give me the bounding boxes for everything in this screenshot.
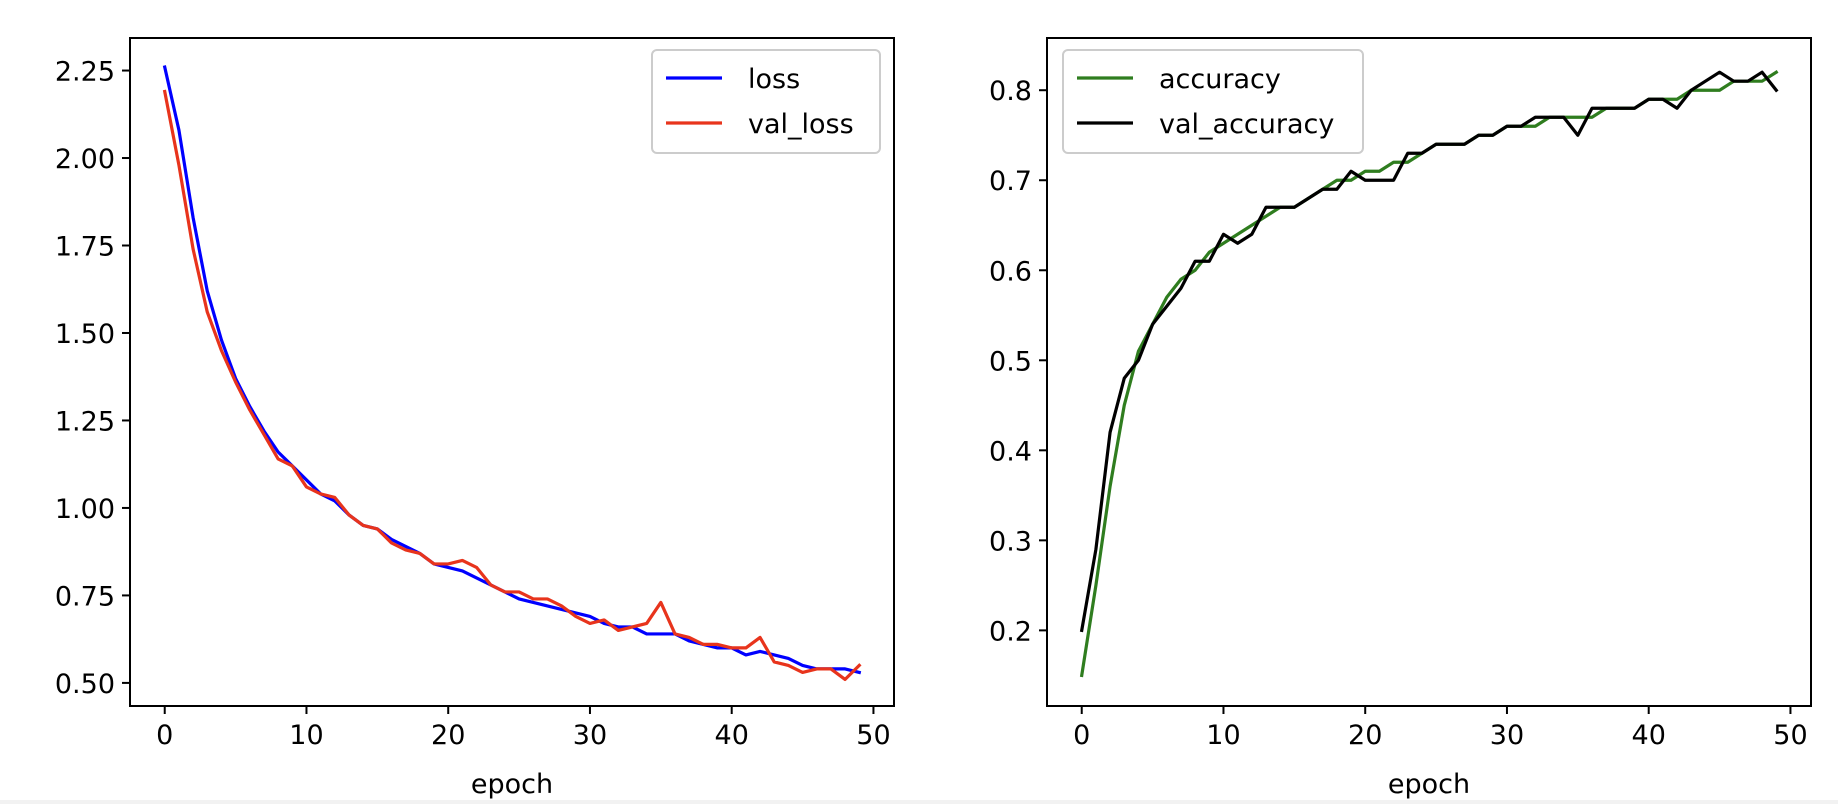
x-axis-label: epoch (471, 769, 553, 800)
legend-label-val_accuracy: val_accuracy (1159, 109, 1334, 140)
bottom-strip (0, 800, 1838, 804)
y-tick-label: 1.00 (55, 494, 115, 525)
y-tick-label: 2.25 (55, 57, 115, 88)
y-tick-label: 0.75 (55, 581, 115, 612)
y-tick-label: 1.25 (55, 406, 115, 437)
x-tick-label: 30 (1490, 720, 1524, 751)
y-tick-label: 1.50 (55, 319, 115, 350)
x-tick-label: 10 (1206, 720, 1240, 751)
x-tick-label: 10 (289, 720, 323, 751)
y-tick-label: 0.3 (989, 526, 1032, 557)
x-tick-label: 30 (573, 720, 607, 751)
x-tick-label: 40 (715, 720, 749, 751)
x-tick-label: 50 (856, 720, 890, 751)
loss-chart: 0 10 20 30 40 50 0.50 0.75 1.00 1.25 1.50 1.75 2.00 2… (55, 37, 895, 800)
y-tick-label: 0.8 (989, 76, 1032, 107)
y-tick-label: 0.2 (989, 616, 1032, 647)
x-tick-label: 20 (431, 720, 465, 751)
legend-frame (1062, 49, 1364, 154)
y-tick-label: 0.6 (989, 256, 1032, 287)
legend-label-loss: loss (748, 64, 800, 95)
legend-frame (651, 49, 881, 154)
y-tick-label: 0.5 (989, 346, 1032, 377)
legend: accuracy val_accuracy (1062, 49, 1364, 154)
accuracy-chart: 0 10 20 30 40 50 0.2 0.3 0.4 0.5 0.6 0.7 0.8 epoch acc… (989, 37, 1812, 800)
y-tick-label: 0.50 (55, 669, 115, 700)
axes-frame (1046, 37, 1812, 707)
y-tick-label: 1.75 (55, 232, 115, 263)
series-line-accuracy (1079, 70, 1779, 678)
series-line-val_loss (162, 89, 862, 682)
x-tick-label: 20 (1348, 720, 1382, 751)
legend-label-val_loss: val_loss (748, 109, 854, 140)
axes-frame (129, 37, 895, 707)
legend-label-accuracy: accuracy (1159, 64, 1281, 95)
x-tick-label: 0 (1073, 720, 1090, 751)
series-line-loss (162, 65, 862, 675)
y-tick-label: 0.7 (989, 166, 1032, 197)
y-tick-label: 2.00 (55, 144, 115, 175)
x-tick-label: 40 (1632, 720, 1666, 751)
x-tick-label: 50 (1773, 720, 1807, 751)
y-tick-label: 0.4 (989, 436, 1032, 467)
x-axis-label: epoch (1388, 769, 1470, 800)
x-tick-label: 0 (156, 720, 173, 751)
series-line-val_accuracy (1079, 70, 1779, 633)
legend: loss val_loss (651, 49, 881, 154)
